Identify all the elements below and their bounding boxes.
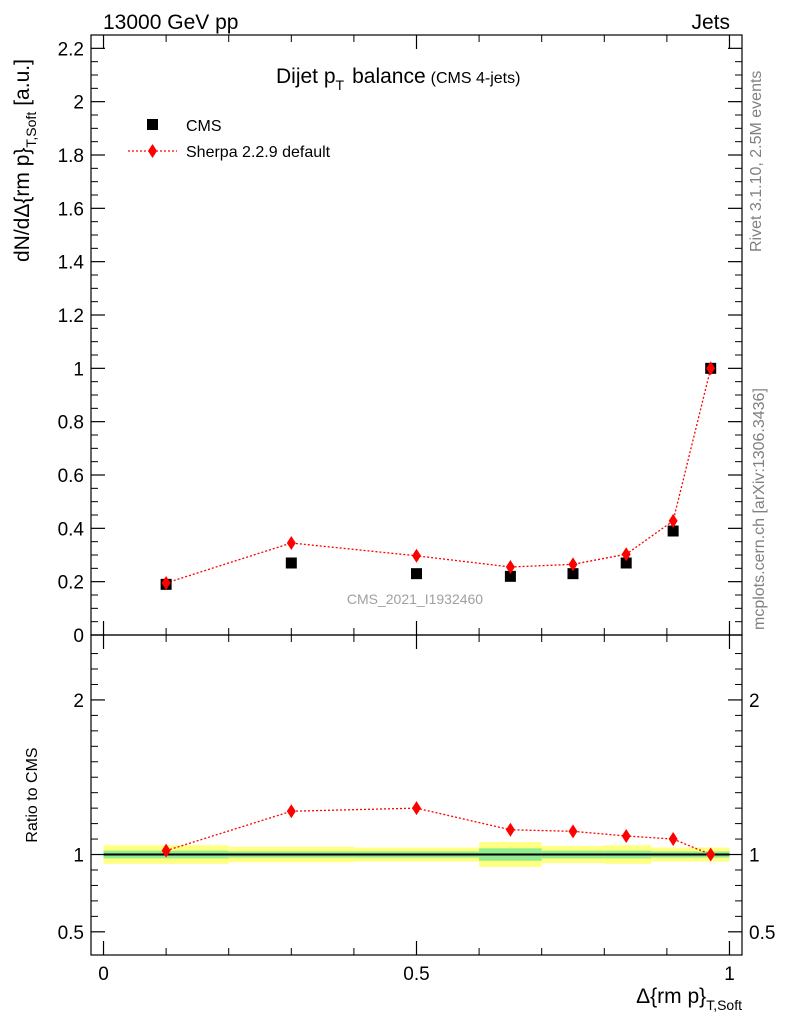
plot-title-note: (CMS 4-jets) bbox=[431, 70, 521, 87]
ratio-y-tick-label: 0.5 bbox=[58, 923, 84, 944]
main-y-label-sub: T,Soft bbox=[23, 112, 39, 148]
ratio-plot-area bbox=[103, 801, 730, 867]
legend-sherpa-label: Sherpa 2.2.9 default bbox=[186, 144, 331, 161]
mcplots-label: mcplots.cern.ch [arXiv:1306.3436] bbox=[751, 388, 768, 630]
ratio-y-tick-label-right: 1 bbox=[749, 846, 760, 867]
sherpa-point bbox=[568, 557, 578, 572]
main-y-tick-label: 0 bbox=[73, 626, 84, 647]
sherpa-line bbox=[165, 368, 712, 584]
main-y-tick-label: 2 bbox=[73, 93, 84, 114]
main-y-tick-label: 0.6 bbox=[58, 466, 84, 487]
ratio-frame bbox=[90, 634, 743, 956]
main-y-label: dN/dΔ{rm p}T,Soft [a.u.] bbox=[11, 59, 39, 262]
x-tick-label: 0.5 bbox=[403, 964, 429, 985]
sherpa-point bbox=[668, 513, 678, 528]
ratio-sherpa-point bbox=[668, 832, 678, 847]
main-y-tick-label: 1.8 bbox=[58, 146, 84, 167]
x-axis-label-sub: T,Soft bbox=[706, 997, 742, 1013]
main-y-label-text: dN/dΔ{rm p} bbox=[11, 148, 34, 262]
x-tick-label: 0 bbox=[98, 964, 109, 985]
sherpa-point bbox=[621, 547, 631, 562]
main-y-tick-label: 1.2 bbox=[58, 306, 84, 327]
main-y-axis: 0 0.2 0.4 0.6 0.8 1 1.2 1.4 1.6 1.8 2 2.2 bbox=[58, 35, 742, 647]
ratio-sherpa-point bbox=[286, 804, 296, 819]
sherpa-point bbox=[505, 560, 515, 574]
ratio-y-tick-label-right: 0.5 bbox=[749, 923, 775, 944]
main-y-tick-label: 0.4 bbox=[58, 519, 85, 540]
ratio-y-tick-label: 1 bbox=[73, 846, 84, 867]
legend-cms-marker bbox=[147, 119, 158, 130]
sherpa-point bbox=[412, 548, 421, 563]
legend-cms-label: CMS bbox=[186, 118, 222, 135]
main-plot-area bbox=[160, 361, 717, 590]
plot-title-sub: T bbox=[336, 77, 345, 93]
sherpa-point bbox=[161, 576, 171, 590]
x-axis-label-text: Δ{rm p} bbox=[636, 985, 706, 1008]
ratio-sherpa-point bbox=[161, 843, 171, 858]
ratio-sherpa-point bbox=[505, 822, 515, 837]
main-y-tick-label: 1 bbox=[73, 359, 84, 380]
ratio-sherpa-point bbox=[412, 801, 421, 816]
ratio-y-tick-label: 2 bbox=[73, 691, 84, 712]
main-y-label-unit: [a.u.] bbox=[11, 59, 34, 106]
plot-title-main: Dijet p bbox=[276, 65, 336, 88]
main-y-tick-label: 0.8 bbox=[58, 413, 84, 434]
cms-point bbox=[411, 568, 422, 580]
plot-title-suffix: balance bbox=[352, 65, 426, 88]
header-energy: 13000 GeV pp bbox=[103, 11, 238, 34]
legend: CMS Sherpa 2.2.9 default bbox=[128, 118, 331, 161]
sherpa-point bbox=[706, 361, 716, 376]
cms-point bbox=[667, 525, 679, 537]
rivet-label: Rivet 3.1.10, 2.5M events bbox=[748, 71, 765, 252]
x-tick-label: 1 bbox=[724, 964, 735, 985]
ratio-sherpa-point bbox=[706, 847, 716, 862]
header-process: Jets bbox=[691, 11, 730, 34]
ratio-sherpa-point bbox=[621, 828, 631, 843]
main-y-tick-label: 0.2 bbox=[58, 573, 84, 594]
ratio-axes: 0.5 0.5 1 1 2 2 0 0.5 1 bbox=[58, 635, 775, 985]
ratio-panel: 0.5 0.5 1 1 2 2 0 0.5 1 Ratio to CMS Δ{rm p}T,So… bbox=[24, 634, 775, 1013]
sherpa-point bbox=[286, 536, 296, 550]
main-panel: 0 0.2 0.4 0.6 0.8 1 1.2 1.4 1.6 1.8 2 2.2 Dijet pT b… bbox=[11, 34, 743, 647]
cms-point bbox=[620, 557, 632, 569]
ratio-sherpa-point bbox=[568, 824, 578, 839]
cms-point bbox=[285, 557, 297, 569]
ratio-sherpa-line bbox=[165, 807, 711, 856]
plot-title: Dijet pT balance (CMS 4-jets) bbox=[276, 65, 520, 93]
x-axis-label: Δ{rm p}T,Soft bbox=[636, 985, 742, 1013]
legend-sherpa-marker bbox=[148, 144, 157, 158]
main-y-tick-label: 2.2 bbox=[58, 39, 84, 60]
cms-point bbox=[567, 568, 579, 580]
analysis-watermark: CMS_2021_I1932460 bbox=[347, 591, 483, 607]
ratio-y-tick-label-right: 2 bbox=[749, 691, 760, 712]
main-y-tick-label: 1.6 bbox=[58, 199, 84, 220]
main-y-tick-label: 1.4 bbox=[58, 253, 85, 274]
cms-point bbox=[504, 570, 516, 582]
ratio-y-label: Ratio to CMS bbox=[24, 747, 41, 842]
